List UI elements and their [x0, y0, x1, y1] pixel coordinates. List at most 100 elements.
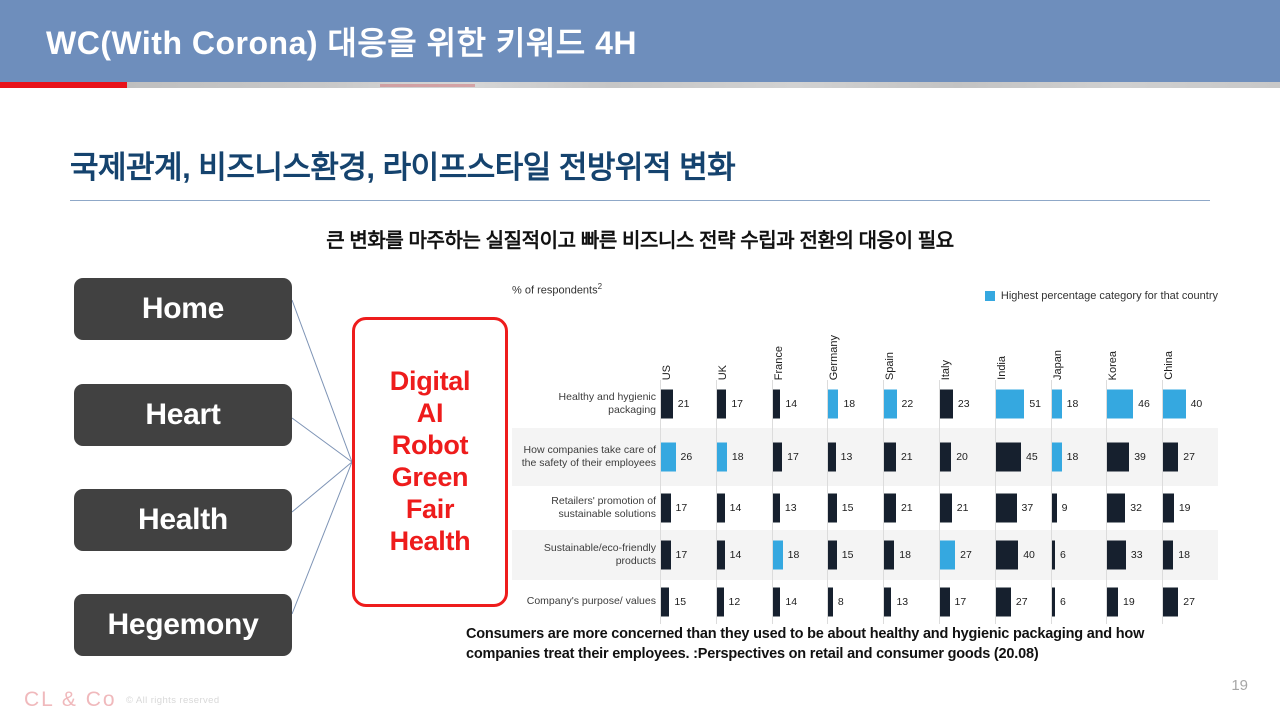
chart-bar-value: 14: [785, 398, 798, 410]
chart-row-label: Retailers' promotion of sustainable solu…: [551, 494, 656, 520]
chart-bar: [1051, 389, 1062, 419]
chart-bar-value: 15: [841, 549, 854, 561]
chart-bar: [1163, 442, 1179, 472]
chart-bar: [716, 587, 724, 617]
chart-bar-value: 22: [901, 398, 914, 410]
chart-bar: [716, 389, 727, 419]
keyword-box-hegemony[interactable]: Hegemony: [74, 594, 292, 656]
chart-bar-value: 14: [729, 502, 742, 514]
chart-bar-value: 14: [729, 549, 742, 561]
keyword-box-label: Hegemony: [107, 608, 259, 641]
chart-bar: [661, 493, 671, 523]
chart-bar: [884, 442, 896, 472]
chart-gridline: [939, 428, 940, 486]
chart-cell: 32: [1106, 486, 1162, 530]
chart-cell: 17: [660, 530, 716, 580]
slide-header-bar: WC(With Corona) 대응을 위한 키워드 4H: [0, 0, 1280, 82]
section-subtitle: 큰 변화를 마주하는 실질적이고 빠른 비즈니스 전략 수립과 전환의 대응이 …: [326, 230, 954, 252]
chart-row: How companies take care of the safety of…: [512, 428, 1218, 486]
chart-bar: [995, 587, 1011, 617]
chart-bar: [995, 540, 1019, 570]
chart-cell: 23: [939, 380, 995, 428]
keyword-box-label: Heart: [145, 398, 221, 431]
chart-gridline: [994, 486, 996, 530]
chart-bar: [1163, 493, 1174, 523]
keyword-box-heart[interactable]: Heart: [74, 384, 292, 446]
legend-label: Highest percentage category for that cou…: [1000, 290, 1218, 302]
chart-cell: 14: [771, 380, 828, 428]
chart-bar-value: 19: [1178, 502, 1191, 514]
chart-cell: 14: [771, 580, 828, 624]
chart-bar: [716, 540, 725, 570]
header-divider: [0, 82, 1280, 88]
chart-cell: 6: [1050, 530, 1107, 580]
chart-bar: [1051, 587, 1055, 617]
chart-gridline: [883, 380, 885, 428]
chart-bar: [661, 540, 671, 570]
chart-bar-value: 18: [787, 549, 800, 561]
chart-bar: [1163, 540, 1174, 570]
chart-gridline: [939, 580, 940, 624]
chart-bar: [940, 389, 953, 419]
chart-gridline: [1162, 580, 1164, 624]
chart-bar-value: 45: [1025, 451, 1038, 463]
chart-cell: 6: [1050, 580, 1107, 624]
chart-bar-value: 17: [675, 502, 688, 514]
chart-bar: [940, 493, 952, 523]
chart-column-header-spain: Spain: [884, 351, 897, 380]
center-keyword-ai: AI: [416, 398, 444, 429]
chart-cell: 18: [1050, 380, 1107, 428]
chart-cell: 39: [1106, 428, 1162, 486]
keyword-box-label: Home: [141, 292, 225, 325]
chart-bar: [716, 493, 725, 523]
chart-gridline: [827, 530, 829, 580]
chart-bar: [995, 442, 1021, 472]
chart-bar-value: 27: [1015, 596, 1028, 608]
chart-bar: [940, 587, 950, 617]
chart-gridline: [660, 486, 661, 530]
chart-bar: [1107, 587, 1119, 617]
chart-bar-value: 15: [841, 502, 854, 514]
chart-gridline: [1106, 486, 1108, 530]
chart-cell: 17: [771, 428, 828, 486]
chart-bar-value: 18: [843, 398, 856, 410]
chart-cell: 27: [939, 530, 995, 580]
chart-cell: 21: [883, 486, 939, 530]
chart-gridline: [827, 428, 829, 486]
chart-bar-value: 9: [1061, 502, 1068, 514]
chart-cell: 20: [939, 428, 995, 486]
chart-unit-text: % of respondents: [512, 284, 598, 297]
chart-bar-value: 21: [900, 502, 913, 514]
chart-bar: [772, 389, 781, 419]
chart-cell: 21: [660, 380, 716, 428]
chart-cell: 46: [1106, 380, 1162, 428]
keyword-box-home[interactable]: Home: [74, 278, 292, 340]
chart-bar-value: 21: [677, 398, 690, 410]
chart-cell: 14: [715, 486, 772, 530]
header-divider-red: [0, 82, 127, 88]
header-divider-gray: [127, 82, 1280, 88]
chart-bar-value: 14: [785, 596, 798, 608]
chart-bar-value: 32: [1130, 502, 1142, 514]
chart-bar: [661, 587, 670, 617]
chart-cell: 17: [660, 486, 716, 530]
chart-row: Company's purpose/ values 15 12 14 8 13 17 27 6 1…: [512, 580, 1218, 624]
chart-bar: [884, 540, 895, 570]
chart-bar: [661, 389, 673, 419]
chart-gridline: [660, 530, 661, 580]
chart-bar-value: 33: [1130, 549, 1143, 561]
chart-column-header-germany: Germany: [828, 334, 841, 380]
chart-cell: 9: [1050, 486, 1107, 530]
chart-bar: [1163, 587, 1179, 617]
chart-bar: [772, 493, 780, 523]
chart-bar: [884, 389, 897, 419]
section-heading: 국제관계, 비즈니스환경, 라이프스타일 전방위적 변화: [70, 150, 736, 185]
chart-gridline: [660, 428, 661, 486]
chart-bar-value: 37: [1021, 502, 1034, 514]
chart-column-header-italy: Italy: [940, 359, 952, 380]
center-keyword-green: Green: [391, 462, 469, 492]
chart-bar: [884, 493, 896, 523]
footer-rights-text: © All rights reserved: [126, 695, 220, 706]
page-number: 19: [1231, 677, 1248, 694]
keyword-box-health[interactable]: Health: [74, 489, 292, 551]
